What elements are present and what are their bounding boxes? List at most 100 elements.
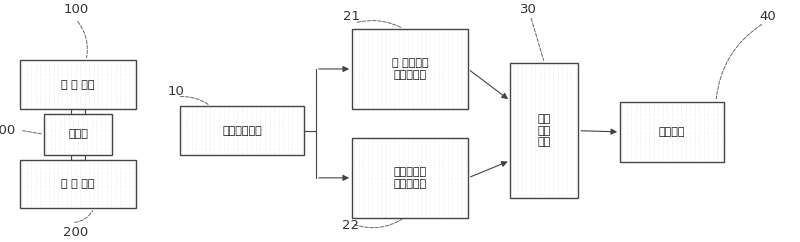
Point: [127, 160, 140, 164]
Point: [402, 46, 414, 50]
Point: [295, 131, 308, 135]
Point: [62, 150, 75, 154]
Point: [353, 97, 366, 101]
Point: [218, 150, 230, 154]
Point: [547, 101, 560, 105]
Point: [81, 147, 94, 151]
Point: [551, 117, 564, 121]
Point: [684, 145, 697, 149]
Point: [652, 140, 665, 144]
Point: [529, 163, 542, 166]
Point: [454, 104, 467, 108]
Point: [634, 103, 647, 107]
Point: [51, 75, 64, 78]
Point: [666, 133, 678, 136]
Point: [414, 182, 427, 186]
Point: [122, 164, 135, 167]
Point: [621, 131, 634, 135]
Point: [357, 202, 370, 206]
Point: [684, 156, 697, 159]
Point: [353, 87, 366, 91]
Point: [547, 173, 560, 177]
Point: [702, 144, 714, 148]
Point: [693, 142, 706, 145]
Point: [379, 201, 392, 205]
Point: [570, 147, 582, 151]
Point: [679, 154, 692, 158]
Point: [176, 115, 189, 119]
Point: [534, 193, 546, 197]
Point: [61, 164, 74, 167]
Point: [630, 139, 642, 143]
Point: [254, 132, 266, 136]
Point: [30, 76, 42, 80]
Point: [379, 55, 392, 59]
Point: [397, 198, 410, 202]
Point: [534, 82, 546, 85]
Point: [511, 133, 524, 137]
Point: [419, 148, 432, 152]
Point: [511, 195, 524, 198]
Point: [348, 177, 361, 181]
Point: [657, 106, 670, 109]
Point: [101, 64, 114, 68]
Point: [74, 183, 86, 187]
Point: [362, 41, 374, 45]
Point: [393, 83, 406, 87]
Point: [268, 127, 281, 131]
Point: [638, 123, 651, 127]
Point: [286, 146, 299, 150]
Point: [190, 129, 202, 133]
Point: [643, 153, 656, 157]
Point: [525, 164, 538, 168]
Point: [388, 85, 401, 89]
Point: [424, 167, 437, 171]
Point: [446, 34, 458, 38]
Point: [446, 186, 458, 190]
Point: [25, 193, 38, 197]
Point: [450, 144, 463, 148]
Point: [77, 108, 90, 112]
Point: [58, 143, 71, 147]
Point: [428, 71, 441, 75]
Point: [25, 170, 38, 174]
Point: [450, 155, 463, 159]
Point: [383, 177, 396, 181]
Point: [176, 106, 189, 110]
Point: [362, 182, 374, 186]
Point: [556, 159, 569, 163]
Point: [353, 41, 366, 45]
Point: [58, 142, 71, 146]
Point: [551, 189, 564, 193]
Point: [78, 178, 91, 182]
Point: [702, 134, 714, 138]
Point: [630, 158, 642, 162]
Point: [181, 127, 194, 131]
Point: [353, 89, 366, 93]
Point: [101, 82, 114, 86]
Point: [370, 33, 383, 37]
Point: [383, 75, 396, 79]
Point: [410, 143, 423, 147]
Point: [710, 106, 723, 109]
Point: [634, 147, 647, 151]
Point: [348, 74, 361, 77]
Point: [370, 147, 383, 151]
Point: [82, 183, 95, 187]
Point: [551, 121, 564, 125]
Point: [570, 69, 582, 73]
Point: [122, 173, 135, 176]
Point: [715, 129, 728, 133]
Point: [40, 139, 53, 143]
Point: [72, 130, 85, 134]
Point: [374, 155, 387, 159]
Point: [402, 160, 414, 164]
Point: [70, 186, 82, 190]
Point: [388, 54, 401, 58]
Point: [410, 100, 423, 104]
Point: [42, 191, 55, 195]
Point: [101, 180, 114, 184]
Point: [674, 145, 687, 149]
Point: [98, 133, 111, 137]
Point: [70, 77, 82, 81]
